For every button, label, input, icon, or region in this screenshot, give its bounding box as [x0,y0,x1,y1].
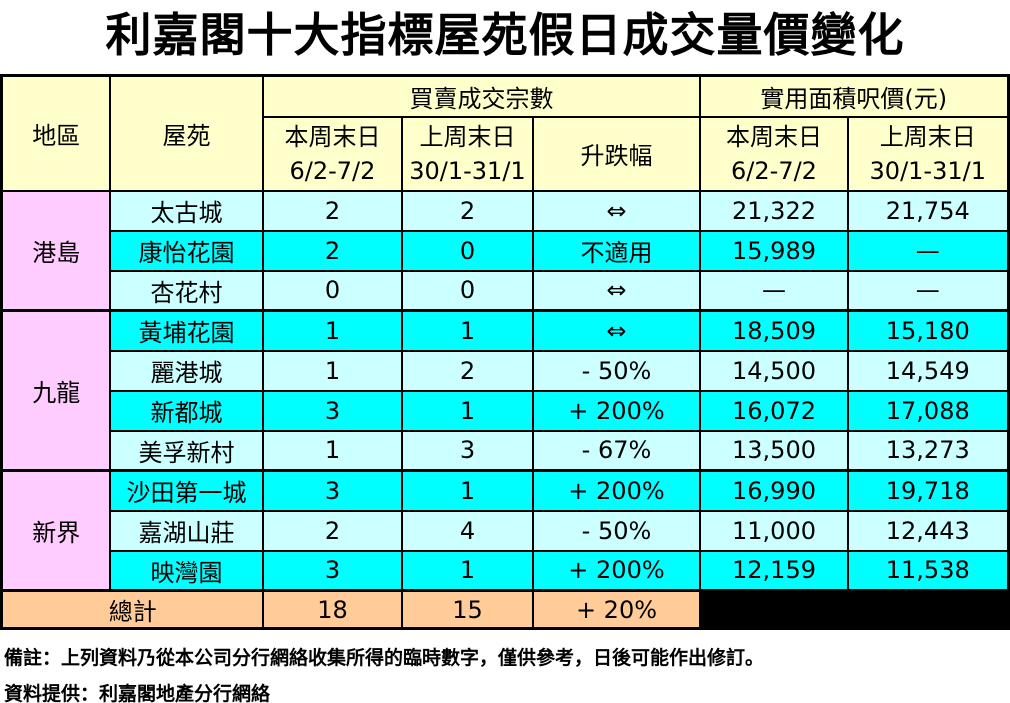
col-header-price-last-weekend: 上周末日 30/1-31/1 [846,115,1010,192]
district-cell-new-territories: 新界 [0,469,111,592]
deals-last-cell: 1 [400,309,534,352]
col-group-price: 實用面積呎價(元) [698,74,1010,118]
estate-cell: 黃埔花園 [108,309,264,352]
deals-this-cell: 1 [261,429,403,472]
district-cell-kowloon: 九龍 [0,309,111,472]
change-cell: ⇔ [531,189,702,232]
col-header-date: 30/1-31/1 [409,156,526,185]
deals-last-cell: 2 [400,349,534,392]
estate-cell: 杏花村 [108,269,264,312]
change-cell: + 200% [531,389,702,432]
total-label-cell: 總計 [0,589,264,630]
deals-this-cell: 2 [261,229,403,272]
col-header-date: 30/1-31/1 [869,156,986,185]
estate-cell: 新都城 [108,389,264,432]
estate-cell: 康怡花園 [108,229,264,272]
change-cell: + 200% [531,549,702,592]
col-header-deals-last-weekend: 上周末日 30/1-31/1 [400,115,534,192]
deals-last-cell: 2 [400,189,534,232]
col-header-date: 6/2-7/2 [289,156,376,185]
change-cell: 不適用 [531,229,702,272]
price-last-cell: — [846,269,1010,312]
change-cell: - 50% [531,349,702,392]
price-last-cell: 13,273 [846,429,1010,472]
col-header-label: 本周末日 [726,122,822,151]
price-last-cell: 21,754 [846,189,1010,232]
col-header-district: 地區 [0,74,111,192]
price-this-cell: 11,000 [699,509,849,552]
price-last-cell: — [846,229,1010,272]
col-header-price-this-weekend: 本周末日 6/2-7/2 [699,115,849,192]
change-cell: - 67% [531,429,702,472]
change-cell: ⇔ [531,269,702,312]
estate-cell: 太古城 [108,189,264,232]
district-cell-hong-kong-island: 港島 [0,189,111,312]
transactions-table: 地區 屋苑 買賣成交宗數 實用面積呎價(元) 本周末日 6/2-7/2 上周末日… [0,74,1010,630]
col-header-label: 上周末日 [419,122,516,151]
deals-this-cell: 3 [261,549,403,592]
estate-cell: 沙田第一城 [108,469,264,512]
price-last-cell: 17,088 [846,389,1010,432]
price-this-cell: 14,500 [699,349,849,392]
price-this-cell: 16,072 [699,389,849,432]
col-header-date: 6/2-7/2 [731,156,817,185]
price-last-cell: 12,443 [846,509,1010,552]
deals-this-cell: 3 [261,469,403,512]
price-last-cell: 14,549 [846,349,1010,392]
change-cell: + 200% [531,469,702,512]
deals-this-cell: 1 [261,309,403,352]
price-this-cell: 15,989 [699,229,849,272]
col-header-label: 上周末日 [879,122,976,151]
change-cell: - 50% [531,509,702,552]
col-header-deals-this-weekend: 本周末日 6/2-7/2 [261,115,403,192]
deals-this-cell: 2 [261,509,403,552]
price-this-cell: 12,159 [699,549,849,592]
price-this-cell: 13,500 [699,429,849,472]
price-last-cell: 15,180 [846,309,1010,352]
deals-this-cell: 0 [261,269,403,312]
price-this-cell: 16,990 [699,469,849,512]
deals-last-cell: 3 [400,429,534,472]
deals-last-cell: 1 [400,389,534,432]
deals-last-cell: 1 [400,549,534,592]
footnote-remark: 備註：上列資料乃從本公司分行網絡收集所得的臨時數字，僅供參考，日後可能作出修訂。 [4,647,765,669]
deals-last-cell: 0 [400,229,534,272]
estate-cell: 映灣園 [108,549,264,592]
col-header-change: 升跌幅 [531,115,702,192]
col-group-transactions: 買賣成交宗數 [261,74,702,118]
page-title: 利嘉閣十大指標屋苑假日成交量價變化 [105,8,905,62]
deals-this-cell: 2 [261,189,403,232]
change-cell: ⇔ [531,309,702,352]
deals-this-cell: 3 [261,389,403,432]
total-deals-this-cell: 18 [261,589,403,630]
col-header-estate: 屋苑 [108,74,264,192]
price-last-cell: 19,718 [846,469,1010,512]
deals-this-cell: 1 [261,349,403,392]
price-last-cell: 11,538 [846,549,1010,592]
price-this-cell: — [699,269,849,312]
estate-cell: 美孚新村 [108,429,264,472]
deals-last-cell: 4 [400,509,534,552]
footnote-source: 資料提供：利嘉閣地產分行網絡 [4,683,271,703]
estate-cell: 嘉湖山莊 [108,509,264,552]
price-this-cell: 18,509 [699,309,849,352]
estate-cell: 麗港城 [108,349,264,392]
deals-last-cell: 0 [400,269,534,312]
footnotes: 備註：上列資料乃從本公司分行網絡收集所得的臨時數字，僅供參考，日後可能作出修訂。… [4,640,1010,703]
deals-last-cell: 1 [400,469,534,512]
total-deals-last-cell: 15 [400,589,534,630]
total-change-cell: + 20% [531,589,702,630]
col-header-label: 本周末日 [284,122,381,151]
price-this-cell: 21,322 [699,189,849,232]
total-price-blank-cell [698,589,1010,630]
